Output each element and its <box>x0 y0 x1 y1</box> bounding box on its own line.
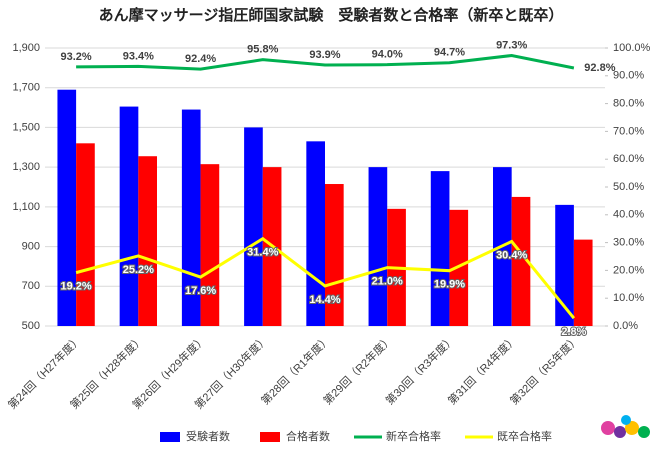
y2-tick-label: 60.0% <box>613 153 644 165</box>
y-tick-label: 1,500 <box>12 121 40 133</box>
data-label: 93.9% <box>309 49 340 61</box>
y2-tick-label: 20.0% <box>613 264 644 276</box>
y2-tick-label: 10.0% <box>613 292 644 304</box>
legend-swatch <box>260 432 280 442</box>
bar <box>138 156 157 326</box>
bar <box>306 141 325 326</box>
logo <box>601 415 650 438</box>
data-label: 95.8% <box>247 44 278 56</box>
legend-label: 既卒合格率 <box>497 429 552 443</box>
data-label: 25.2% <box>123 264 154 276</box>
data-label: 21.0% <box>372 276 403 288</box>
data-label: 14.4% <box>309 294 340 306</box>
y2-tick-label: 50.0% <box>613 181 644 193</box>
data-label: 19.2% <box>61 281 92 293</box>
y-tick-label: 900 <box>22 240 40 252</box>
legend-label: 合格者数 <box>286 429 330 443</box>
y2-tick-label: 30.0% <box>613 237 644 249</box>
bar <box>573 239 593 326</box>
y-tick-label: 500 <box>22 320 40 332</box>
bar <box>430 171 450 326</box>
bar <box>57 89 77 326</box>
chart-title: あん摩マッサージ指圧師国家試験 受験者数と合格率（新卒と既卒） <box>99 6 564 24</box>
bar <box>200 164 220 326</box>
data-label: 94.7% <box>434 47 465 59</box>
y-tick-label: 1,900 <box>12 42 40 54</box>
bar <box>555 204 574 326</box>
y2-tick-label: 90.0% <box>613 70 644 82</box>
data-label: 31.4% <box>247 247 278 259</box>
data-label: 92.8% <box>584 62 615 74</box>
data-label: 30.4% <box>496 249 527 261</box>
data-label: 2.8% <box>561 326 586 338</box>
bar <box>76 143 95 326</box>
line <box>76 53 575 71</box>
y-tick-label: 1,100 <box>12 201 40 213</box>
legend-label: 受験者数 <box>186 429 230 443</box>
y2-tick-label: 70.0% <box>613 125 644 137</box>
data-label: 17.6% <box>185 285 216 297</box>
data-label: 93.4% <box>123 50 154 62</box>
data-label: 19.9% <box>434 279 465 291</box>
y-tick-label: 700 <box>22 280 40 292</box>
bar <box>325 184 344 326</box>
bar <box>511 196 531 326</box>
y2-tick-label: 100.0% <box>613 42 651 54</box>
legend-swatch <box>160 432 180 442</box>
data-label: 94.0% <box>372 49 403 61</box>
bar <box>368 167 388 326</box>
line <box>75 236 576 320</box>
y-tick-label: 1,300 <box>12 161 40 173</box>
data-label: 97.3% <box>496 39 527 51</box>
legend-label: 新卒合格率 <box>386 429 441 443</box>
y2-tick-label: 0.0% <box>613 320 638 332</box>
data-label: 93.2% <box>61 51 92 63</box>
y2-tick-label: 80.0% <box>613 98 644 110</box>
y-tick-label: 1,700 <box>12 82 40 94</box>
bar <box>244 127 263 326</box>
y2-tick-label: 40.0% <box>613 209 644 221</box>
bar <box>119 106 139 326</box>
data-label: 92.4% <box>185 53 216 65</box>
